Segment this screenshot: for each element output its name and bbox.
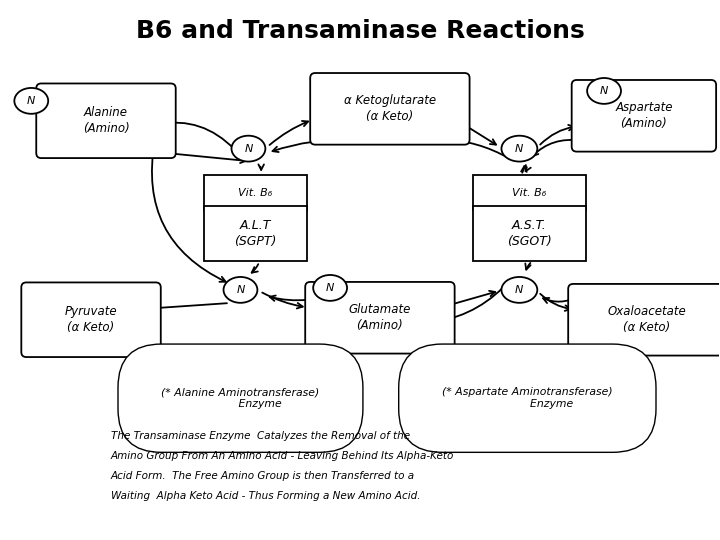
FancyBboxPatch shape xyxy=(568,284,720,355)
FancyBboxPatch shape xyxy=(310,73,469,145)
Text: Acid Form.  The Free Amino Group is then Transferred to a: Acid Form. The Free Amino Group is then … xyxy=(111,471,415,481)
Text: Waiting  Alpha Keto Acid - Thus Forming a New Amino Acid.: Waiting Alpha Keto Acid - Thus Forming a… xyxy=(111,491,420,501)
Text: A.L.T
(SGPT): A.L.T (SGPT) xyxy=(234,219,276,248)
Text: Alanine
(Amino): Alanine (Amino) xyxy=(83,106,130,136)
Text: N: N xyxy=(244,144,253,153)
Text: N: N xyxy=(600,86,608,96)
FancyBboxPatch shape xyxy=(204,176,307,211)
Text: α Ketoglutarate
(α Keto): α Ketoglutarate (α Keto) xyxy=(344,94,436,123)
FancyBboxPatch shape xyxy=(22,282,161,357)
Text: Oxaloacetate
(α Keto): Oxaloacetate (α Keto) xyxy=(608,305,686,334)
Text: N: N xyxy=(516,144,523,153)
FancyBboxPatch shape xyxy=(472,206,586,261)
Text: N: N xyxy=(326,283,334,293)
Text: Amino Group From An Amino Acid - Leaving Behind Its Alpha-Keto: Amino Group From An Amino Acid - Leaving… xyxy=(111,451,454,461)
Text: Vit. B₆: Vit. B₆ xyxy=(238,188,273,198)
FancyBboxPatch shape xyxy=(472,176,586,211)
Text: Pyruvate
(α Keto): Pyruvate (α Keto) xyxy=(65,305,117,334)
FancyBboxPatch shape xyxy=(204,206,307,261)
Text: Glutamate
(Amino): Glutamate (Amino) xyxy=(348,303,411,332)
Ellipse shape xyxy=(313,275,347,301)
Text: Aspartate
(Amino): Aspartate (Amino) xyxy=(615,102,672,130)
Ellipse shape xyxy=(587,78,621,104)
Text: Vit. B₆: Vit. B₆ xyxy=(512,188,546,198)
Ellipse shape xyxy=(232,136,266,161)
Text: The Transaminase Enzyme  Catalyzes the Removal of the: The Transaminase Enzyme Catalyzes the Re… xyxy=(111,431,410,441)
Text: (* Alanine Aminotransferase)
           Enzyme: (* Alanine Aminotransferase) Enzyme xyxy=(161,387,320,409)
FancyBboxPatch shape xyxy=(305,282,454,354)
Ellipse shape xyxy=(501,277,537,303)
Text: (* Aspartate Aminotransferase)
              Enzyme: (* Aspartate Aminotransferase) Enzyme xyxy=(442,387,613,409)
Text: N: N xyxy=(516,285,523,295)
Text: A.S.T.
(SGOT): A.S.T. (SGOT) xyxy=(507,219,552,248)
Text: B6 and Transaminase Reactions: B6 and Transaminase Reactions xyxy=(135,19,585,43)
Text: N: N xyxy=(236,285,245,295)
FancyBboxPatch shape xyxy=(572,80,716,152)
Text: N: N xyxy=(27,96,35,106)
Ellipse shape xyxy=(501,136,537,161)
FancyBboxPatch shape xyxy=(36,84,176,158)
Ellipse shape xyxy=(14,88,48,114)
Ellipse shape xyxy=(223,277,257,303)
